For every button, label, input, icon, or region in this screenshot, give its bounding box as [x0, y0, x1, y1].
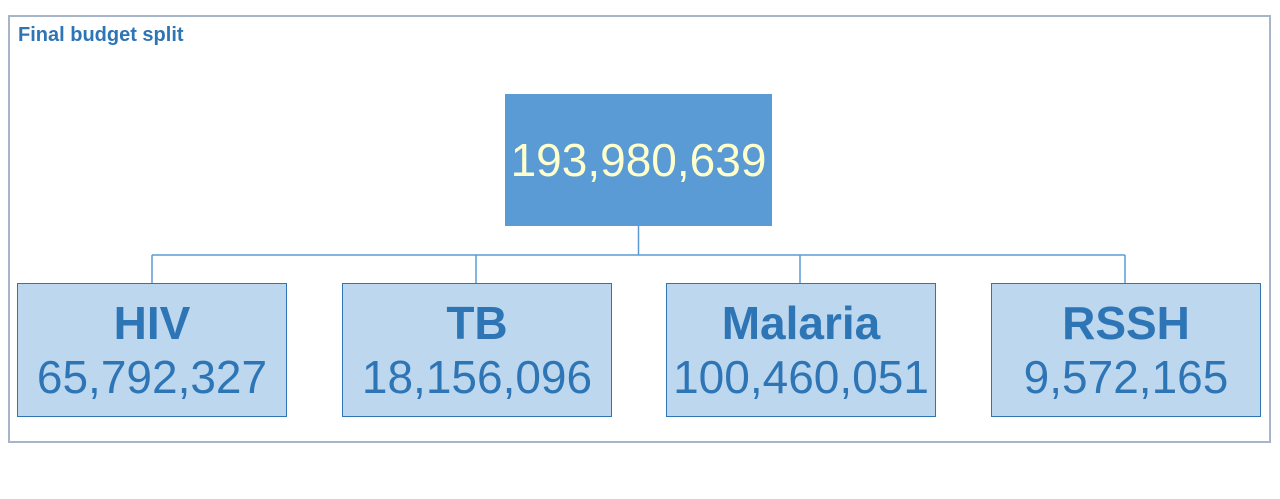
child-node-malaria: Malaria 100,460,051: [666, 283, 936, 417]
child-node-label: HIV: [113, 297, 191, 349]
child-node-label: TB: [446, 297, 508, 349]
child-node-label: Malaria: [721, 297, 881, 349]
child-node-tb: TB 18,156,096: [342, 283, 612, 417]
child-node-value: 100,460,051: [673, 351, 929, 403]
child-node-rssh: RSSH 9,572,165: [991, 283, 1261, 417]
child-node-label: RSSH: [1062, 297, 1190, 349]
root-node-total: 193,980,639: [505, 94, 772, 226]
diagram-title: Final budget split: [18, 24, 184, 46]
child-node-value: 65,792,327: [36, 351, 268, 403]
root-node-value: 193,980,639: [510, 134, 767, 186]
child-node-value: 18,156,096: [361, 351, 593, 403]
child-node-value: 9,572,165: [1023, 351, 1229, 403]
child-node-hiv: HIV 65,792,327: [17, 283, 287, 417]
